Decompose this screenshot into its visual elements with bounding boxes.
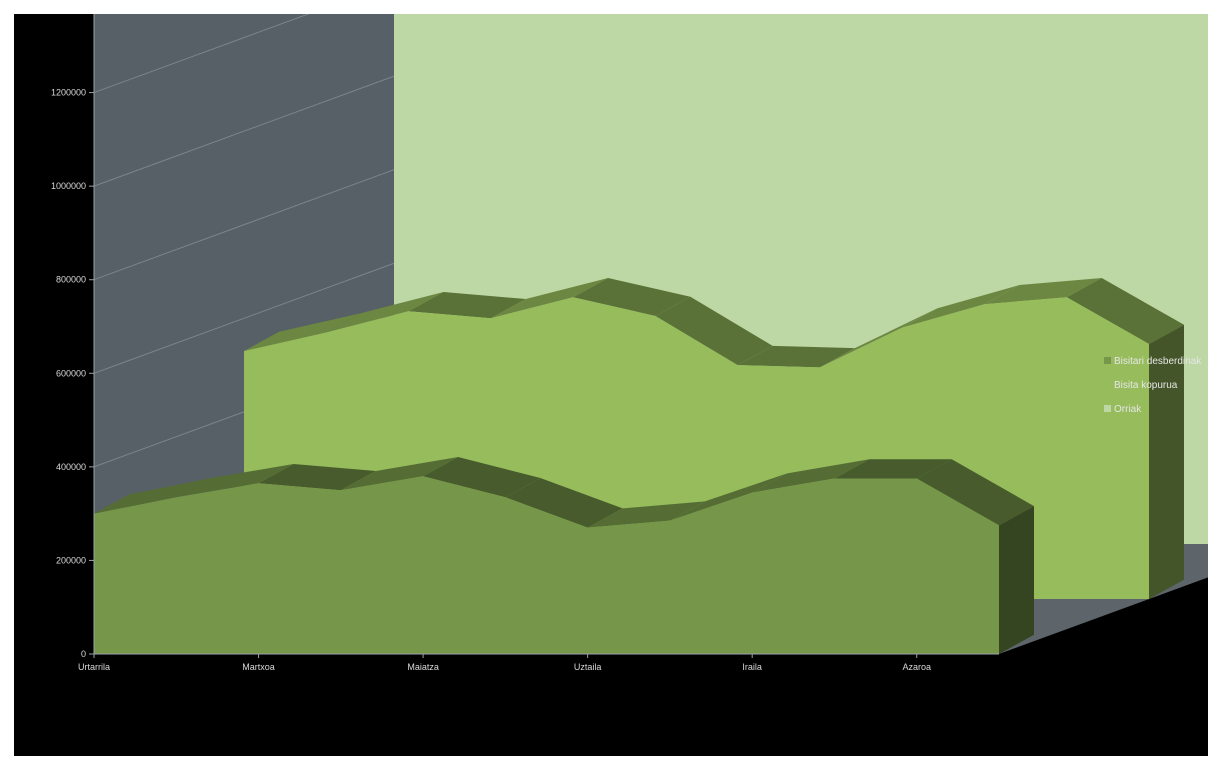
legend-swatch (1104, 405, 1111, 412)
y-tick-label: 200000 (56, 555, 86, 565)
chart-frame: 0200000400000600000800000100000012000001… (14, 14, 1208, 756)
y-tick-label: 800000 (56, 275, 86, 285)
y-tick-label: 600000 (56, 368, 86, 378)
legend-label: Bisita kopurua (1114, 380, 1178, 391)
y-tick-label: 0 (81, 649, 86, 659)
legend-label: Orriak (1114, 404, 1142, 415)
x-tick-label: Urtarrila (78, 662, 110, 672)
x-tick-label: Iraila (742, 662, 762, 672)
x-tick-label: Azaroa (902, 662, 931, 672)
y-tick-label: 1200000 (51, 88, 86, 98)
legend-swatch (1104, 357, 1111, 364)
y-tick-label: 1000000 (51, 181, 86, 191)
area-chart-3d: 0200000400000600000800000100000012000001… (14, 14, 1208, 756)
y-tick-label: 400000 (56, 462, 86, 472)
x-tick-label: Martxoa (242, 662, 275, 672)
x-tick-label: Uztaila (574, 662, 602, 672)
x-axis: Urtarrila Martxoa Maiatza Uztaila Iraila Azar… (78, 654, 999, 672)
legend-swatch (1104, 381, 1111, 388)
series-end-cap (999, 506, 1034, 654)
legend-label: Bisitari desberdinak (1114, 356, 1202, 367)
x-tick-label: Maiatza (407, 662, 439, 672)
y-axis: 0200000400000600000800000100000012000001… (51, 14, 94, 659)
